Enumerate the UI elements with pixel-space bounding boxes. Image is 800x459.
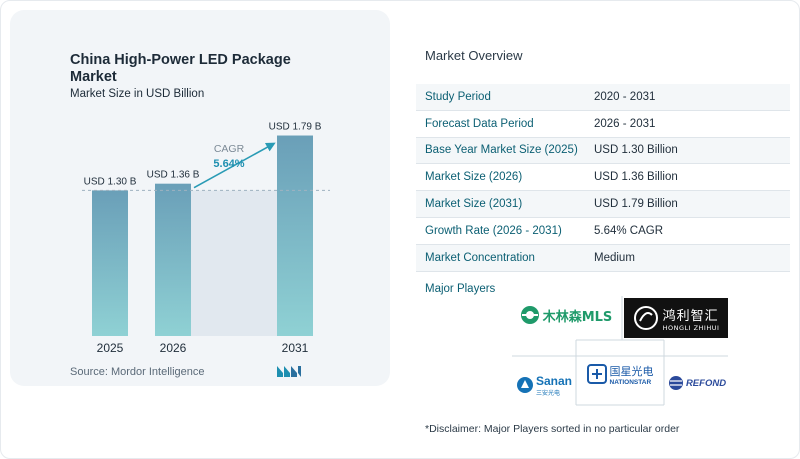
overview-label: Growth Rate (2026 - 2031) <box>425 224 562 237</box>
overview-table: Study Period 2020 - 2031 Forecast Data Pe… <box>416 84 790 272</box>
bar-2025 <box>92 190 128 336</box>
overview-label: Market Size (2031) <box>425 198 523 211</box>
hongli-cn: 鸿利智汇 <box>662 308 719 324</box>
refond-text: REFOND <box>685 377 727 389</box>
disclaimer: *Disclaimer: Major Players sorted in no … <box>425 423 680 435</box>
nationstar-icon <box>586 364 607 384</box>
bar-value-label: USD 1.79 B <box>269 122 322 133</box>
overview-value: USD 1.30 Billion <box>594 144 678 157</box>
bar-chart: USD 1.30 B 2025 USD 1.36 B 2026 USD 1.79 B 20… <box>82 122 330 355</box>
sanan-en: Sanan <box>535 373 572 388</box>
overview-value: 2026 - 2031 <box>594 117 656 130</box>
bar-value-label: USD 1.30 B <box>84 176 137 187</box>
bar-2031 <box>277 135 313 336</box>
chart-title: China High-Power LED Package Market <box>70 52 291 85</box>
overview-label: Study Period <box>425 90 491 103</box>
overview-value: Medium <box>594 251 635 264</box>
mordor-intelligence-logo-icon <box>277 366 301 377</box>
forecast-gap-area <box>191 190 277 336</box>
nationstar-text: 国星光电 NATIONSTAR <box>610 363 654 386</box>
refond-icon <box>668 376 683 390</box>
overview-label: Market Concentration <box>425 251 535 264</box>
overview-row: Market Size (2026) USD 1.36 Billion <box>416 164 790 192</box>
overview-label: Forecast Data Period <box>425 117 534 130</box>
overview-row: Market Size (2031) USD 1.79 Billion <box>416 191 790 218</box>
x-tick-label: 2025 <box>97 341 124 355</box>
overview-row: Forecast Data Period 2026 - 2031 <box>416 111 790 138</box>
hongli-en: HONGLI ZHIHUI <box>662 323 720 332</box>
nationstar-en: NATIONSTAR <box>609 378 652 386</box>
mls-icon <box>520 306 539 324</box>
bar-value-label: USD 1.36 B <box>147 170 200 181</box>
sanan-cn: 三安光电 <box>535 389 560 397</box>
cagr-label: CAGR <box>214 143 245 155</box>
overview-label: Market Size (2026) <box>425 171 523 184</box>
mls-text: 木林森MLS <box>542 309 613 325</box>
hongli-text: 鸿利智汇 HONGLI ZHIHUI <box>663 305 720 332</box>
cagr-arrow <box>193 142 276 189</box>
player-logo-hongli: 鸿利智汇 HONGLI ZHIHUI <box>624 298 728 338</box>
overview-value: 5.64% CAGR <box>594 224 664 237</box>
player-logo-refond: REFOND <box>666 370 728 396</box>
overview-title: Market Overview <box>425 48 523 63</box>
source-note: Source: Mordor Intelligence <box>70 366 205 378</box>
overview-label: Base Year Market Size (2025) <box>425 144 578 157</box>
player-logo-nationstar: 国星光电 NATIONSTAR <box>578 354 662 394</box>
player-logo-sanan: Sanan 三安光电 <box>512 370 576 400</box>
sanan-text: Sanan 三安光电 <box>536 374 572 397</box>
overview-value: USD 1.79 Billion <box>594 198 678 211</box>
overview-value: 2020 - 2031 <box>594 90 656 103</box>
x-tick-label: 2026 <box>160 341 187 355</box>
hongli-icon <box>633 306 658 330</box>
x-tick-label: 2031 <box>282 341 309 355</box>
overview-value: USD 1.36 Billion <box>594 171 678 184</box>
overview-row: Study Period 2020 - 2031 <box>416 84 790 111</box>
bar-2026 <box>155 183 191 336</box>
overview-row: Growth Rate (2026 - 2031) 5.64% CAGR <box>416 218 790 245</box>
cagr-value: 5.64% <box>213 158 244 170</box>
overview-row: Market Concentration Medium <box>416 244 790 272</box>
player-logo-mls: 木林森MLS <box>512 300 620 330</box>
major-players-title: Major Players <box>425 283 496 295</box>
chart-subtitle: Market Size in USD Billion <box>70 88 205 100</box>
nationstar-cn: 国星光电 <box>609 364 654 378</box>
overview-row: Base Year Market Size (2025) USD 1.30 Bil… <box>416 137 790 165</box>
sanan-icon <box>516 377 533 393</box>
